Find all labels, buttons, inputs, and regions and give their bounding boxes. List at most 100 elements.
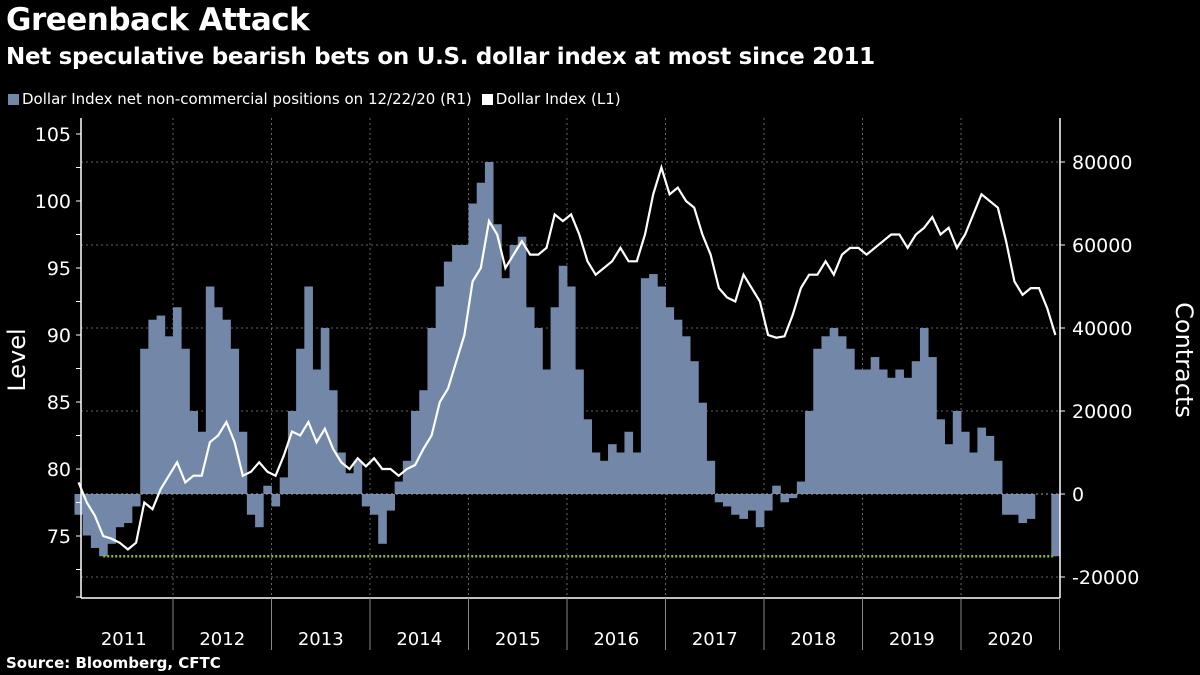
right-tick-label: 40000	[1072, 318, 1132, 340]
bar-positions	[993, 460, 1003, 494]
bar-positions	[558, 265, 568, 494]
bar-positions	[854, 369, 863, 494]
x-tick-label: 2011	[101, 629, 147, 650]
source-note: Source: Bloomberg, CFTC	[6, 654, 221, 672]
bar-positions	[624, 431, 634, 494]
bar-positions	[287, 411, 297, 494]
x-tick-label: 2012	[199, 629, 245, 650]
right-axis-title: Contracts	[1170, 302, 1198, 418]
legend: Dollar Index net non-commercial position…	[8, 90, 621, 108]
bar-positions	[386, 494, 396, 511]
bar-positions	[632, 452, 642, 494]
bar-positions	[870, 357, 880, 494]
bar-positions	[903, 377, 913, 494]
bar-positions	[928, 357, 937, 494]
bar-positions	[567, 286, 576, 494]
bar-positions	[846, 348, 855, 494]
bar-positions	[148, 319, 157, 494]
bar-positions	[230, 348, 240, 494]
left-tick-label: 105	[35, 124, 71, 146]
bar-positions	[796, 481, 806, 494]
bar-positions	[452, 245, 461, 494]
bar-positions	[443, 261, 453, 494]
x-tick-label: 2020	[987, 629, 1033, 650]
bar-positions	[534, 328, 543, 494]
bar-positions	[197, 431, 207, 494]
bar-positions	[944, 444, 954, 494]
bar-positions	[238, 431, 248, 494]
bar-positions	[460, 245, 469, 494]
x-tick-label: 2015	[495, 629, 541, 650]
bar-positions	[1018, 494, 1028, 524]
bar-positions	[378, 494, 387, 544]
bar-positions	[296, 348, 305, 494]
bar-positions	[476, 182, 486, 494]
bar-positions	[1051, 494, 1060, 557]
bar-positions	[279, 477, 289, 494]
bar-positions	[1002, 494, 1011, 515]
bar-positions	[788, 494, 798, 499]
right-tick-label: 80000	[1072, 152, 1132, 174]
legend-label: Dollar Index (L1)	[495, 90, 621, 108]
line-dollar-index	[77, 163, 1057, 551]
bar-positions	[739, 494, 748, 519]
bar-positions	[616, 452, 625, 494]
bar-positions	[837, 336, 847, 494]
bar-positions	[821, 336, 831, 494]
bar-positions	[517, 236, 527, 494]
bar-positions	[813, 348, 822, 494]
bar-positions	[649, 274, 658, 494]
bar-positions	[731, 494, 740, 515]
bar-positions	[123, 494, 133, 524]
bar-positions	[205, 286, 215, 494]
bar-positions	[164, 336, 174, 494]
bar-positions	[345, 473, 354, 494]
bar-positions	[706, 460, 716, 494]
bar-positions	[722, 494, 732, 507]
bar-positions	[640, 278, 650, 494]
legend-swatch	[8, 93, 19, 105]
bar-positions	[829, 328, 839, 494]
bar-positions	[173, 307, 182, 494]
bar-positions	[961, 431, 970, 494]
legend-swatch	[481, 93, 493, 105]
bar-positions	[969, 452, 978, 494]
x-tick-label: 2019	[889, 629, 935, 650]
bar-positions	[509, 245, 519, 494]
left-tick-label: 95	[47, 258, 71, 280]
bar-positions	[525, 307, 535, 494]
bar-positions	[353, 460, 363, 494]
bar-positions	[74, 494, 84, 515]
bar-positions	[1010, 494, 1019, 515]
bar-positions	[140, 348, 149, 494]
bar-positions	[131, 494, 141, 507]
bar-positions	[550, 307, 560, 494]
bar-positions	[214, 307, 223, 494]
bar-positions	[698, 402, 707, 494]
bar-positions	[181, 348, 190, 494]
x-tick-label: 2013	[298, 629, 344, 650]
bar-positions	[493, 224, 502, 494]
bar-positions	[714, 494, 724, 503]
bar-positions	[427, 328, 437, 494]
right-tick-label: -20000	[1072, 567, 1139, 589]
bar-positions	[690, 361, 699, 494]
bar-positions	[337, 452, 346, 494]
bar-positions	[591, 452, 601, 494]
x-tick-label: 2016	[593, 629, 639, 650]
bar-positions	[599, 460, 609, 494]
bar-positions	[99, 494, 108, 557]
bar-positions	[370, 494, 379, 515]
chart-subtitle: Net speculative bearish bets on U.S. dol…	[6, 44, 875, 70]
x-tick-label: 2017	[692, 629, 738, 650]
left-axis-title: Level	[3, 328, 31, 391]
bar-positions	[780, 494, 790, 503]
bar-positions	[1026, 494, 1036, 519]
bar-positions	[911, 361, 921, 494]
bar-positions	[263, 485, 272, 494]
bar-positions	[608, 444, 617, 494]
right-tick-label: 60000	[1072, 235, 1132, 257]
bar-positions	[328, 390, 338, 494]
bar-positions	[468, 203, 478, 494]
